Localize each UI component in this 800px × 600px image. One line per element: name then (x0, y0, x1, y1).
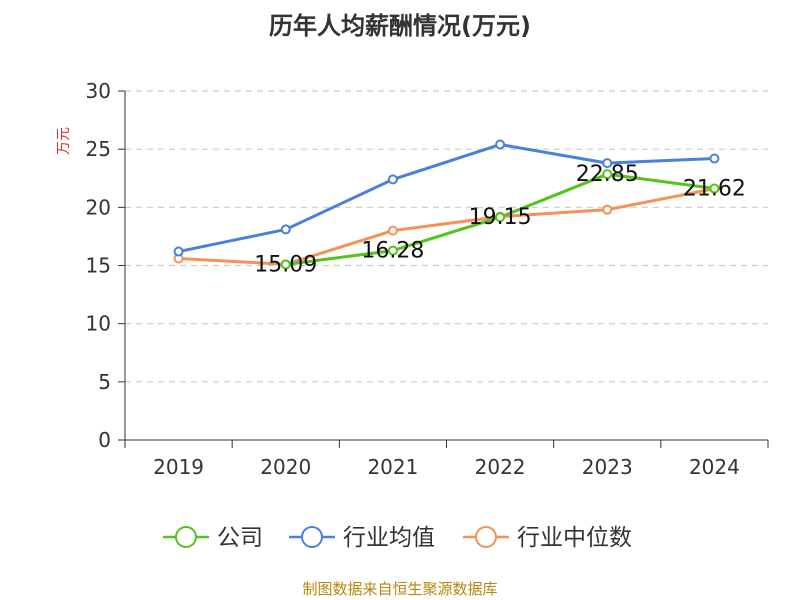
y-tick-label: 20 (86, 195, 111, 219)
x-tick-label: 2022 (475, 455, 526, 479)
grid-lines (125, 90, 768, 383)
legend-label: 行业中位数 (517, 525, 632, 551)
data-point[interactable] (495, 139, 506, 150)
legend-marker (175, 526, 197, 548)
data-point[interactable] (495, 212, 506, 223)
data-label: 19.15 (469, 205, 532, 230)
x-tick-label: 2023 (582, 455, 633, 479)
x-tick-label: 2021 (367, 455, 418, 479)
x-tick-label: 2020 (260, 455, 311, 479)
data-point[interactable] (387, 225, 398, 236)
data-label: 21.62 (683, 176, 746, 201)
series-line (177, 143, 716, 254)
data-label: 15.09 (254, 252, 317, 277)
y-tick-label: 10 (86, 312, 111, 336)
legend-marker (475, 526, 497, 548)
x-tick-label: 2019 (153, 455, 204, 479)
data-point[interactable] (602, 169, 613, 180)
legend-label: 公司 (217, 525, 263, 551)
data-point[interactable] (602, 204, 613, 215)
y-tick-label: 5 (98, 370, 111, 394)
series-lines (173, 139, 720, 270)
legend-label: 行业均值 (343, 525, 435, 551)
source-note: 制图数据来自恒生聚源数据库 (302, 580, 498, 598)
series-line (177, 187, 716, 266)
y-tick-label: 30 (86, 79, 111, 103)
legend-item[interactable]: 行业均值 (289, 525, 435, 551)
data-point[interactable] (387, 245, 398, 256)
data-labels: 15.09 16.28 19.15 22.85 21.62 (254, 162, 746, 277)
legend[interactable]: 公司 行业均值 行业中位数 (163, 525, 632, 551)
legend-item[interactable]: 行业中位数 (463, 525, 632, 551)
data-point[interactable] (173, 246, 184, 257)
data-point[interactable] (602, 158, 613, 169)
data-label: 16.28 (361, 239, 424, 264)
data-label: 22.85 (576, 162, 639, 187)
chart-title: 历年人均薪酬情况(万元) (269, 12, 531, 40)
y-tick-label: 0 (98, 428, 111, 452)
data-point[interactable] (280, 259, 291, 270)
x-tick-label: 2024 (689, 455, 740, 479)
data-point[interactable] (387, 174, 398, 185)
y-tick-label: 25 (86, 137, 111, 161)
data-point[interactable] (280, 224, 291, 235)
y-tick-label: 15 (86, 254, 111, 278)
axes: 0 5 10 15 20 25 30 2019 2020 2021 2022 2023 2024 万元 (56, 79, 769, 479)
legend-marker (301, 526, 323, 548)
data-point[interactable] (709, 153, 720, 164)
y-axis-title: 万元 (56, 127, 72, 155)
legend-item[interactable]: 公司 (163, 525, 263, 551)
data-point[interactable] (709, 183, 720, 194)
